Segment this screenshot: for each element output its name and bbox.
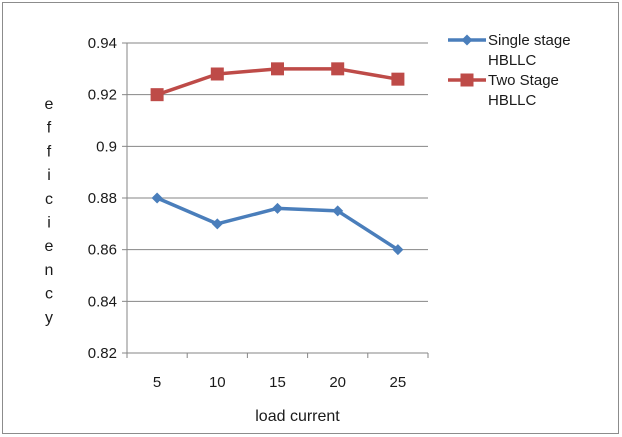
y-tick-label: 0.88 xyxy=(88,190,117,207)
legend-swatch-marker xyxy=(460,73,474,87)
legend: Single stage HBLLC Two Stage HBLLC xyxy=(448,32,571,109)
data-point-1-1 xyxy=(210,67,224,81)
data-point-0-2 xyxy=(272,202,283,214)
data-point-0-0 xyxy=(151,192,163,204)
series-0 xyxy=(151,192,404,256)
data-point-1-2 xyxy=(271,62,284,76)
data-point-1-4 xyxy=(391,72,405,86)
data-point-0-3 xyxy=(332,205,344,217)
x-tick-label: 10 xyxy=(209,374,226,391)
data-point-1-0 xyxy=(150,88,164,102)
legend-label: HBLLC xyxy=(488,92,537,109)
x-tick-label: 5 xyxy=(153,374,161,391)
legend-entry-1: Two Stage HBLLC xyxy=(448,72,559,109)
legend-label: Single stage xyxy=(488,32,571,49)
axes: 0.82 0.84 0.86 0.88 0.9 0.92 0.94 5 10 15 20 25 load… xyxy=(45,35,429,425)
data-point-0-1 xyxy=(211,218,223,230)
y-tick-label: 0.82 xyxy=(88,345,117,362)
y-tick-label: 0.92 xyxy=(88,87,117,104)
legend-label: HBLLC xyxy=(488,52,537,69)
series-1 xyxy=(150,62,405,102)
x-tick-label: 25 xyxy=(390,374,407,391)
x-axis-title: load current xyxy=(255,408,340,425)
data-point-1-3 xyxy=(331,62,345,76)
y-tick-label: 0.86 xyxy=(88,242,117,259)
data-point-0-4 xyxy=(392,244,404,256)
x-tick-label: 15 xyxy=(269,374,286,391)
x-tick-label: 20 xyxy=(329,374,346,391)
legend-entry-0: Single stage HBLLC xyxy=(448,32,571,69)
legend-label: Two Stage xyxy=(488,72,559,89)
legend-swatch-marker xyxy=(461,34,473,46)
y-tick-label: 0.94 xyxy=(88,35,117,52)
y-tick-label: 0.9 xyxy=(96,138,117,155)
y-tick-label: 0.84 xyxy=(88,293,117,310)
series-lines xyxy=(150,62,405,256)
